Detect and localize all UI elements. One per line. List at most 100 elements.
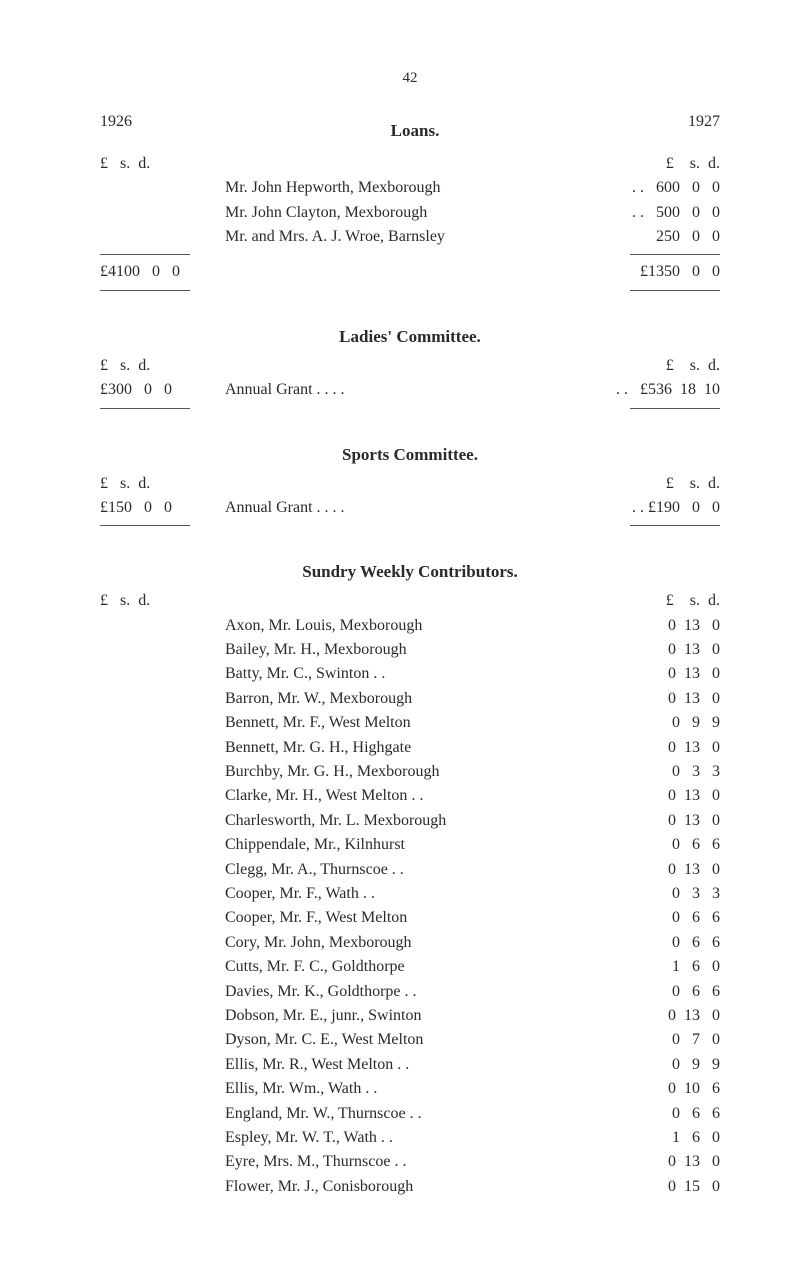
- sundry-item-row: Burchby, Mr. G. H., Mexborough0 3 3: [100, 761, 720, 783]
- sundry-item-row: Cooper, Mr. F., Wath . .0 3 3: [100, 883, 720, 905]
- sundry-item-amount: 0 13 0: [615, 1151, 720, 1173]
- sports-title: Sports Committee.: [100, 445, 720, 465]
- rule-left: [100, 254, 190, 255]
- ladies-lsd-left: £ s. d.: [100, 355, 225, 377]
- sundry-item-amount: 0 10 6: [615, 1078, 720, 1100]
- loans-lsd-row: £ s. d. £ s. d.: [100, 153, 720, 175]
- loans-total-left: £4100 0 0: [100, 261, 225, 283]
- sundry-item-left: [100, 981, 225, 1003]
- sundry-item-amount: 0 13 0: [615, 859, 720, 881]
- loans-year-right: 1927: [615, 111, 720, 151]
- loans-item-name: Mr. John Clayton, Mexborough: [225, 202, 615, 224]
- sports-name: Annual Grant . . . .: [225, 497, 615, 519]
- rule-right: [630, 254, 720, 255]
- sundry-item-left: [100, 1103, 225, 1125]
- sundry-item-left: [100, 615, 225, 637]
- loans-item-amount: . . 600 0 0: [615, 177, 720, 199]
- sundry-item-name: Clegg, Mr. A., Thurnscoe . .: [225, 859, 615, 881]
- sundry-item-left: [100, 883, 225, 905]
- sundry-item-amount: 0 6 6: [615, 907, 720, 929]
- sundry-item-left: [100, 639, 225, 661]
- sundry-item-name: Eyre, Mrs. M., Thurnscoe . .: [225, 1151, 615, 1173]
- ladies-entry-row: £300 0 0 Annual Grant . . . . . . £536 1…: [100, 379, 720, 401]
- sundry-item-amount: 0 6 6: [615, 932, 720, 954]
- sports-left: £150 0 0: [100, 497, 225, 519]
- sundry-item-row: Cory, Mr. John, Mexborough0 6 6: [100, 932, 720, 954]
- sundry-item-left: [100, 761, 225, 783]
- sundry-item-amount: 0 3 3: [615, 883, 720, 905]
- sundry-item-amount: 0 13 0: [615, 639, 720, 661]
- loans-rule2-row: [100, 286, 720, 295]
- rule-right: [630, 408, 720, 409]
- sundry-item-row: Espley, Mr. W. T., Wath . .1 6 0: [100, 1127, 720, 1149]
- sports-lsd-right: £ s. d.: [615, 473, 720, 495]
- sundry-item-name: Barron, Mr. W., Mexborough: [225, 688, 615, 710]
- sundry-item-amount: 0 6 6: [615, 1103, 720, 1125]
- sundry-item-row: Eyre, Mrs. M., Thurnscoe . .0 13 0: [100, 1151, 720, 1173]
- sundry-item-left: [100, 1127, 225, 1149]
- sports-lsd-row: £ s. d. £ s. d.: [100, 473, 720, 495]
- page-number: 42: [100, 70, 720, 87]
- loans-rule-row: [100, 250, 720, 259]
- sundry-item-row: Davies, Mr. K., Goldthorpe . .0 6 6: [100, 981, 720, 1003]
- sundry-item-name: Bennett, Mr. F., West Melton: [225, 712, 615, 734]
- sundry-item-amount: 0 13 0: [615, 737, 720, 759]
- ladies-lsd-row: £ s. d. £ s. d.: [100, 355, 720, 377]
- sundry-item-row: Ellis, Mr. Wm., Wath . .0 10 6: [100, 1078, 720, 1100]
- sundry-item-name: England, Mr. W., Thurnscoe . .: [225, 1103, 615, 1125]
- sundry-item-row: Dobson, Mr. E., junr., Swinton0 13 0: [100, 1005, 720, 1027]
- sundry-item-row: Bailey, Mr. H., Mexborough0 13 0: [100, 639, 720, 661]
- sundry-item-row: Clarke, Mr. H., West Melton . .0 13 0: [100, 785, 720, 807]
- sundry-item-left: [100, 785, 225, 807]
- sundry-item-name: Ellis, Mr. R., West Melton . .: [225, 1054, 615, 1076]
- sundry-item-name: Burchby, Mr. G. H., Mexborough: [225, 761, 615, 783]
- loans-item-amount: 250 0 0: [615, 226, 720, 248]
- rule-left: [100, 290, 190, 291]
- sundry-item-row: Cooper, Mr. F., West Melton0 6 6: [100, 907, 720, 929]
- sundry-item-amount: 0 6 6: [615, 981, 720, 1003]
- sundry-item-left: [100, 907, 225, 929]
- sundry-item-row: Bennett, Mr. F., West Melton0 9 9: [100, 712, 720, 734]
- sports-lsd-left: £ s. d.: [100, 473, 225, 495]
- sundry-item-row: Clegg, Mr. A., Thurnscoe . .0 13 0: [100, 859, 720, 881]
- loans-item-left: [100, 226, 225, 248]
- sundry-item-amount: 0 13 0: [615, 688, 720, 710]
- sundry-item-amount: 0 13 0: [615, 810, 720, 832]
- sundry-item-row: Barron, Mr. W., Mexborough0 13 0: [100, 688, 720, 710]
- rule-left: [100, 408, 190, 409]
- loans-total-row: £4100 0 0 £1350 0 0: [100, 261, 720, 283]
- sundry-item-name: Cutts, Mr. F. C., Goldthorpe: [225, 956, 615, 978]
- sports-right: . . £190 0 0: [615, 497, 720, 519]
- loans-total-right: £1350 0 0: [615, 261, 720, 283]
- sundry-item-row: Flower, Mr. J., Conisborough0 15 0: [100, 1176, 720, 1198]
- sundry-item-left: [100, 834, 225, 856]
- sundry-item-name: Espley, Mr. W. T., Wath . .: [225, 1127, 615, 1149]
- rule-left: [100, 525, 190, 526]
- loans-item-amount: . . 500 0 0: [615, 202, 720, 224]
- ladies-right: . . £536 18 10: [615, 379, 720, 401]
- sundry-item-left: [100, 859, 225, 881]
- sundry-item-name: Batty, Mr. C., Swinton . .: [225, 663, 615, 685]
- sundry-item-left: [100, 688, 225, 710]
- sundry-item-amount: 0 7 0: [615, 1029, 720, 1051]
- sundry-item-name: Flower, Mr. J., Conisborough: [225, 1176, 615, 1198]
- sundry-item-left: [100, 737, 225, 759]
- sundry-item-amount: 1 6 0: [615, 956, 720, 978]
- sundry-item-row: Cutts, Mr. F. C., Goldthorpe1 6 0: [100, 956, 720, 978]
- sports-entry-row: £150 0 0 Annual Grant . . . . . . £190 0…: [100, 497, 720, 519]
- rule-right: [630, 290, 720, 291]
- loans-item-name: Mr. John Hepworth, Mexborough: [225, 177, 615, 199]
- loans-lsd-right: £ s. d.: [615, 153, 720, 175]
- sundry-lsd-right: £ s. d.: [615, 590, 720, 612]
- sundry-item-name: Dyson, Mr. C. E., West Melton: [225, 1029, 615, 1051]
- sundry-lsd-left: £ s. d.: [100, 590, 225, 612]
- rule-right: [630, 525, 720, 526]
- sundry-item-name: Ellis, Mr. Wm., Wath . .: [225, 1078, 615, 1100]
- loans-item-row: Mr. John Clayton, Mexborough. . 500 0 0: [100, 202, 720, 224]
- loans-item-left: [100, 177, 225, 199]
- sundry-item-left: [100, 1176, 225, 1198]
- loans-item-name: Mr. and Mrs. A. J. Wroe, Barnsley: [225, 226, 615, 248]
- sundry-item-amount: 0 15 0: [615, 1176, 720, 1198]
- sundry-item-amount: 0 13 0: [615, 663, 720, 685]
- sundry-item-left: [100, 1005, 225, 1027]
